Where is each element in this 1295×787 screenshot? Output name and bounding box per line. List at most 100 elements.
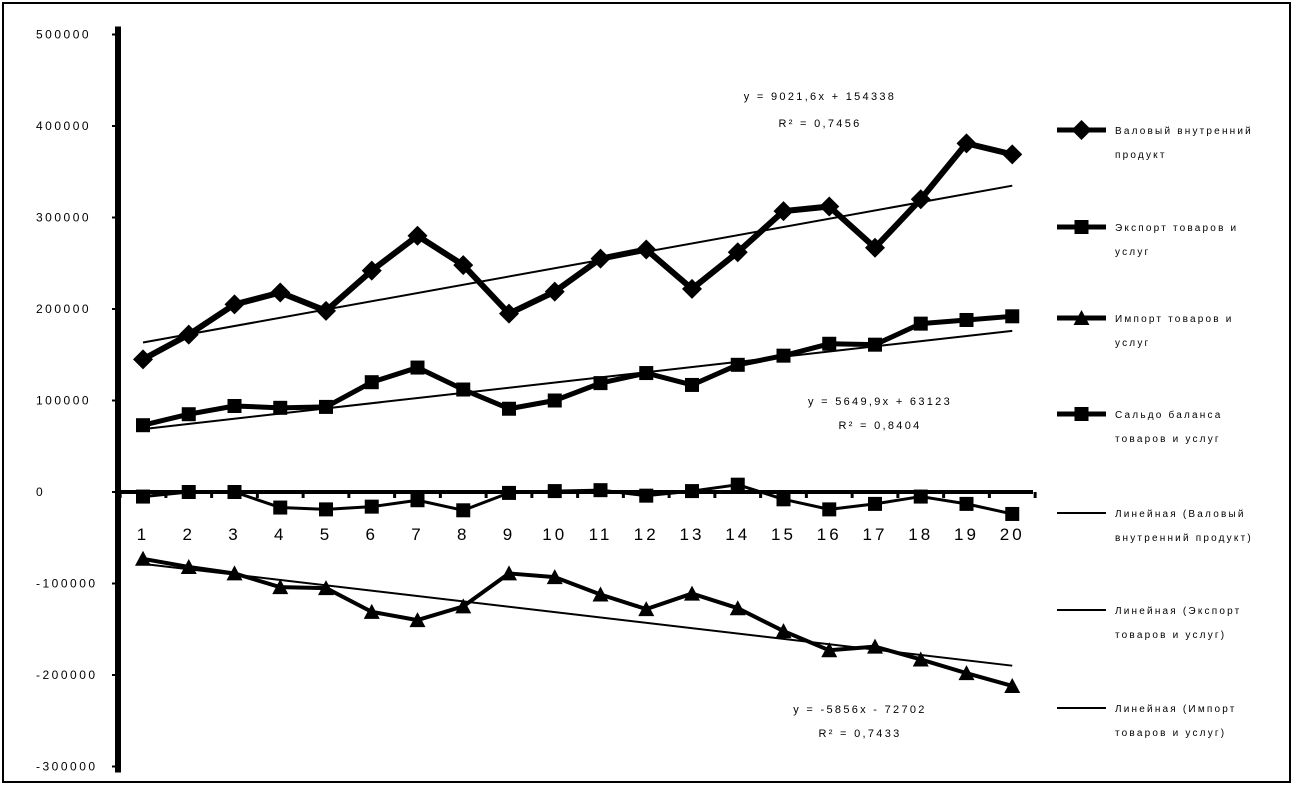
series-3-point: [958, 665, 975, 681]
series-4-point: [913, 489, 928, 504]
series-4-point: [1005, 506, 1020, 521]
trendline-r2: R² = 0,7433: [818, 728, 901, 740]
trendline-equation: y = -5856x - 72702: [793, 704, 926, 716]
x-tick-label: 7: [411, 525, 423, 544]
series-3-point: [180, 559, 197, 575]
series-1-point: [361, 260, 382, 281]
series-line-4: [142, 483, 1013, 516]
y-tick-label: 100000: [36, 394, 91, 408]
x-tick-label: 13: [680, 525, 705, 544]
legend-label: товаров и услуг): [1115, 728, 1226, 739]
series-4-point: [593, 483, 608, 498]
legend-label: Валовый внутренний: [1115, 126, 1253, 137]
series-1-point: [499, 303, 519, 324]
series-1-point: [636, 239, 657, 260]
series-2-point: [959, 312, 974, 327]
legend-label: внутренний продукт): [1115, 533, 1253, 544]
series-3-point: [455, 598, 472, 614]
series-2-point: [868, 337, 882, 352]
series-3-point: [821, 642, 838, 658]
x-tick-label: 3: [228, 525, 240, 544]
legend-label: товаров и услуг: [1115, 434, 1221, 445]
legend-label: Линейная (Валовый: [1115, 509, 1246, 520]
series-1-point: [316, 300, 336, 321]
x-tick-label: 1: [137, 525, 149, 544]
series-2-point: [273, 400, 288, 415]
legend-label: Сальдо баланса: [1115, 409, 1222, 421]
x-tick-label: 4: [274, 525, 286, 544]
y-tick-label: -300000: [36, 760, 98, 774]
legend-label: услуг: [1115, 338, 1150, 349]
series-2-point: [319, 399, 333, 414]
series-4-point: [410, 493, 425, 508]
y-tick-label: 400000: [36, 119, 91, 133]
series-3-point: [363, 603, 380, 619]
series-3-point: [272, 579, 289, 595]
series-3-point: [1004, 677, 1021, 693]
chart-svg: 500000 400000 300000 200000 100000 0 -100000 -2…: [36, 26, 1253, 774]
x-tick-label: 6: [366, 525, 378, 544]
y-tick-label: -100000: [36, 577, 98, 591]
y-tick-label: 200000: [36, 302, 91, 316]
series-3-point: [729, 600, 746, 616]
legend-label: продукт: [1115, 150, 1167, 161]
series-2-point: [685, 377, 699, 392]
series-3-point: [775, 623, 792, 639]
trendline-equation: y = 9021,6x + 154338: [744, 91, 896, 103]
trendline-equation: y = 5649,9x + 63123: [808, 396, 952, 408]
x-tick-label: 16: [817, 525, 842, 544]
legend-label: Импорт товаров и: [1115, 314, 1234, 325]
series-4-point: [181, 485, 196, 499]
series-2-point: [913, 316, 928, 331]
trendline-r2: R² = 0,8404: [838, 420, 921, 432]
series-2-point: [136, 418, 150, 433]
series-1-point: [1002, 144, 1023, 165]
series-4-point: [776, 492, 791, 507]
series-3-point: [135, 550, 151, 566]
legend-marker-4: [1074, 407, 1089, 421]
series-1-point: [407, 225, 428, 246]
series-4-point: [685, 484, 699, 499]
x-tick-label: 8: [457, 525, 469, 544]
series-1-point: [773, 201, 794, 222]
series-line-2: [142, 313, 1013, 428]
x-tick-label: 18: [908, 525, 933, 544]
series-line-1: [141, 140, 1013, 362]
y-tick-label: 300000: [36, 211, 91, 225]
x-tick-label: 12: [634, 525, 659, 544]
series-1-point: [133, 349, 153, 370]
series-2-point: [822, 336, 837, 351]
x-tick-label: 5: [320, 525, 332, 544]
trendline-1: [142, 184, 1013, 344]
legend-label: Линейная (Экспорт: [1115, 606, 1241, 617]
x-tick-label: 10: [542, 525, 567, 544]
legend-marker-2: [1074, 220, 1089, 234]
series-4-point: [639, 488, 654, 503]
series-line-3: [142, 556, 1013, 688]
series-1-point: [819, 196, 840, 217]
series-4-point: [227, 485, 242, 499]
series-3-point: [501, 565, 517, 581]
series-4-point: [456, 503, 471, 518]
series-3-point: [226, 565, 243, 581]
x-tick-label: 9: [503, 525, 515, 544]
x-tick-label: 11: [589, 525, 613, 544]
series-2-point: [181, 407, 196, 422]
series-4-point: [959, 496, 974, 511]
series-2-point: [1005, 309, 1020, 324]
series-2-point: [776, 348, 791, 363]
series-3-point: [867, 638, 883, 654]
series-1-point: [590, 248, 611, 269]
x-tick-label: 20: [1000, 525, 1025, 544]
series-3-point: [684, 585, 700, 601]
legend-label: услуг: [1115, 247, 1150, 258]
series-3-point: [409, 612, 426, 628]
series-1-point: [956, 133, 977, 154]
series-1-point: [224, 294, 245, 315]
series-2-point: [364, 375, 379, 390]
series-4-point: [730, 477, 745, 492]
x-tick-label: 15: [771, 525, 796, 544]
series-4-point: [319, 502, 333, 517]
legend-marker-1: [1071, 120, 1092, 140]
x-tick-label: 2: [183, 525, 195, 544]
